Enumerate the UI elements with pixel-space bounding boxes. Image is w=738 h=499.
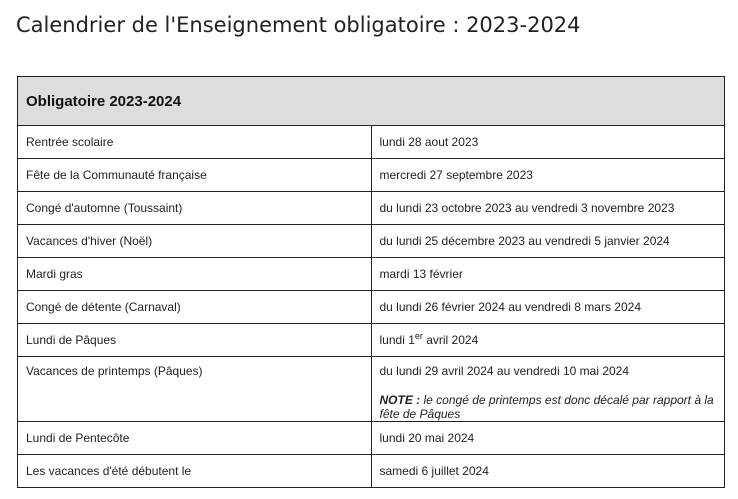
date-cell: lundi 20 mai 2024 (370, 421, 725, 455)
date-cell: lundi 1er avril 2024 (370, 323, 725, 357)
date-cell: du lundi 29 avril 2024 au vendredi 10 ma… (370, 356, 725, 422)
date-text: avril 2024 (422, 333, 479, 347)
event-cell: Les vacances d'été débutent le (17, 454, 372, 488)
event-cell: Vacances de printemps (Pâques) (17, 356, 372, 422)
table-header: Obligatoire 2023-2024 (17, 76, 725, 126)
note-label: NOTE : (379, 393, 421, 407)
table-header-row: Obligatoire 2023-2024 (17, 76, 725, 126)
date-cell: du lundi 26 février 2024 au vendredi 8 m… (370, 290, 725, 324)
ordinal-superscript: er (414, 331, 423, 341)
date-cell: du lundi 25 décembre 2023 au vendredi 5 … (370, 224, 725, 258)
table-row: Congé de détente (Carnaval) du lundi 26 … (17, 290, 725, 324)
date-cell: samedi 6 juillet 2024 (370, 454, 725, 488)
event-cell: Rentrée scolaire (17, 125, 372, 159)
table-row: Vacances de printemps (Pâques) du lundi … (17, 356, 725, 422)
note-text: le congé de printemps est donc décalé pa… (379, 393, 714, 421)
table-row: Vacances d'hiver (Noël) du lundi 25 déce… (17, 224, 725, 258)
event-cell: Mardi gras (17, 257, 372, 291)
table-row: Rentrée scolaire lundi 28 aout 2023 (17, 125, 725, 159)
date-text: lundi 1 (379, 333, 415, 347)
calendar-table: Obligatoire 2023-2024 Rentrée scolaire l… (17, 76, 725, 488)
table-row: Les vacances d'été débutent le samedi 6 … (17, 454, 725, 488)
date-text: du lundi 29 avril 2024 au vendredi 10 ma… (379, 364, 630, 378)
event-cell: Fête de la Communauté française (17, 158, 372, 192)
table-row: Congé d'automne (Toussaint) du lundi 23 … (17, 191, 725, 225)
table-row: Mardi gras mardi 13 février (17, 257, 725, 291)
event-cell: Congé d'automne (Toussaint) (17, 191, 372, 225)
date-cell: mardi 13 février (370, 257, 725, 291)
table-row: Lundi de Pentecôte lundi 20 mai 2024 (17, 421, 725, 455)
table-row: Fête de la Communauté française mercredi… (17, 158, 725, 192)
event-cell: Lundi de Pentecôte (17, 421, 372, 455)
date-cell: du lundi 23 octobre 2023 au vendredi 3 n… (370, 191, 725, 225)
date-cell: lundi 28 aout 2023 (370, 125, 725, 159)
page-title: Calendrier de l'Enseignement obligatoire… (16, 13, 581, 37)
date-cell: mercredi 27 septembre 2023 (370, 158, 725, 192)
event-cell: Lundi de Pâques (17, 323, 372, 357)
table-row: Lundi de Pâques lundi 1er avril 2024 (17, 323, 725, 357)
note: NOTE : le congé de printemps est donc dé… (380, 393, 717, 421)
event-cell: Vacances d'hiver (Noël) (17, 224, 372, 258)
event-cell: Congé de détente (Carnaval) (17, 290, 372, 324)
